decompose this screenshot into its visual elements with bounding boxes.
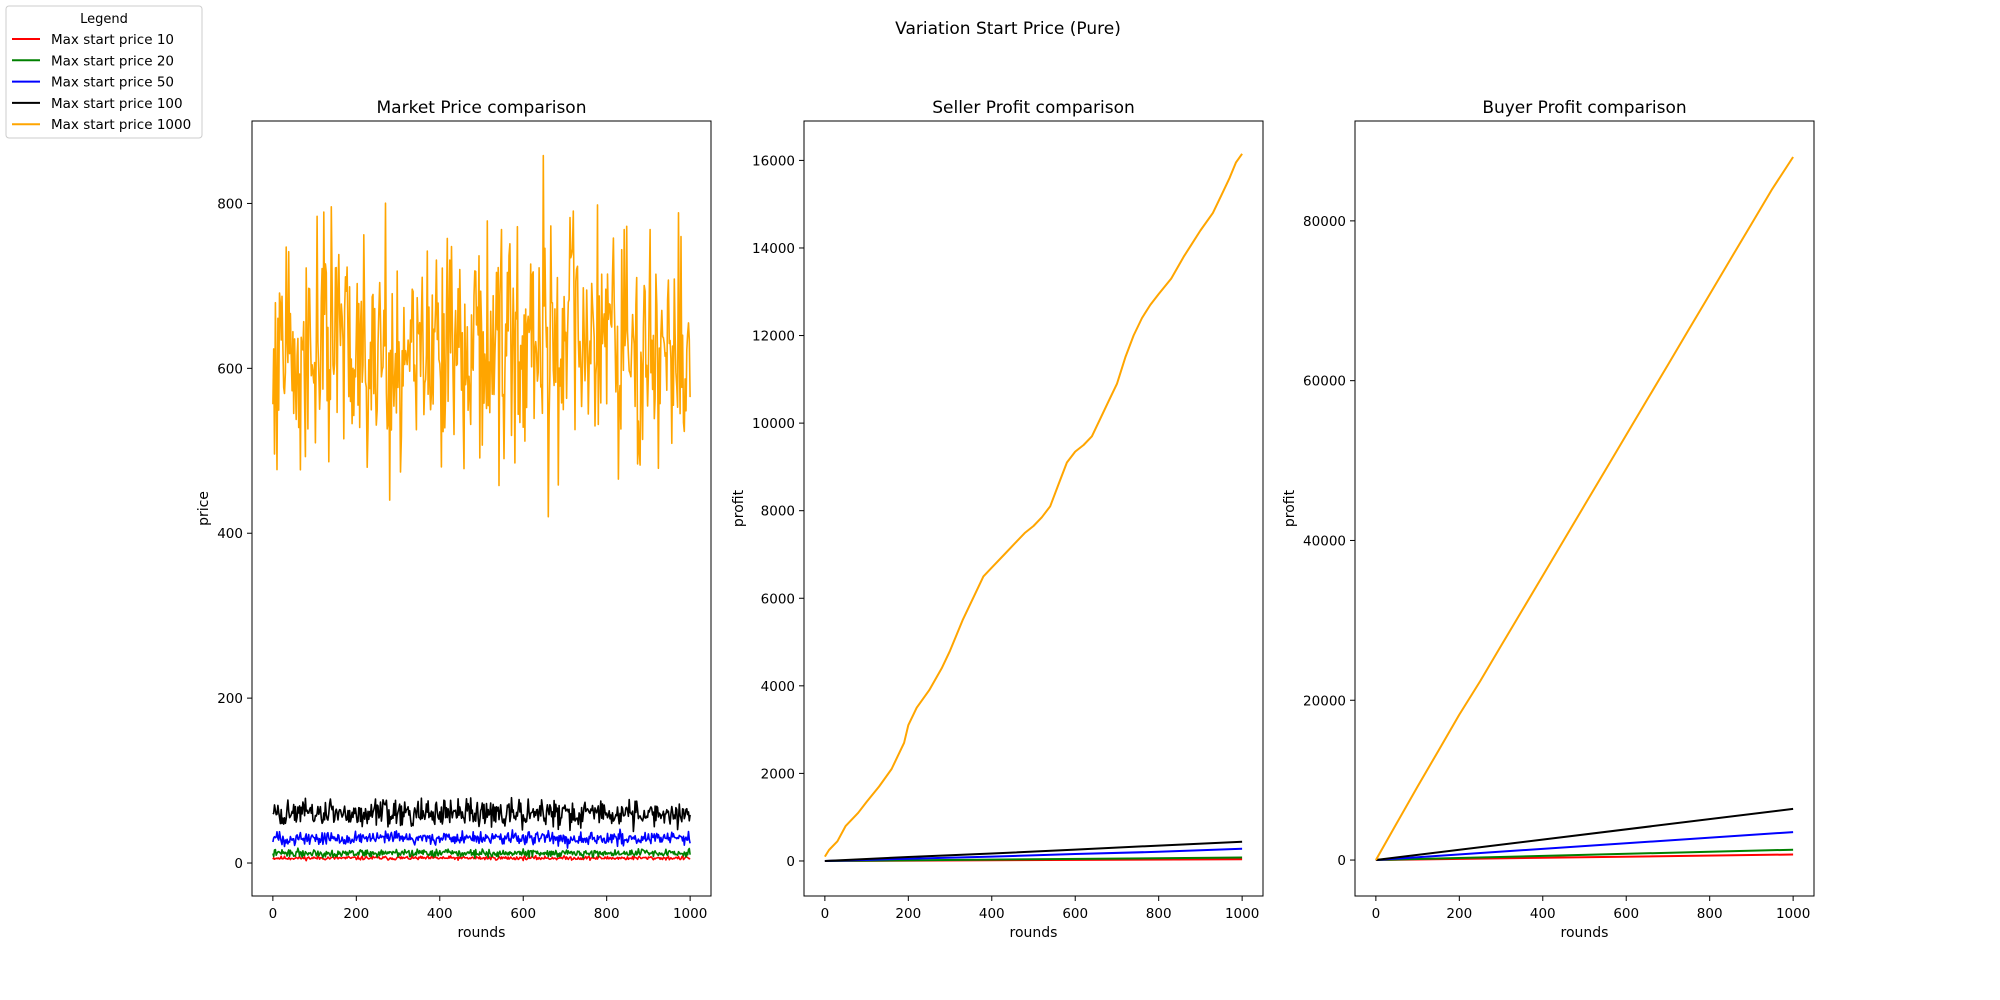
series-line-max-start-price-50	[824, 847, 1243, 862]
x-tick-label: 600	[510, 906, 536, 922]
y-tick-label: 0	[234, 856, 243, 872]
plot-frame	[1354, 120, 1815, 897]
series-group	[272, 154, 691, 862]
x-tick-label: 400	[1530, 906, 1556, 922]
x-tick-label: 1000	[1225, 906, 1259, 922]
plot-frame	[251, 120, 712, 897]
y-axis-label: profit	[1282, 489, 1298, 527]
series-line-max-start-price-50	[272, 828, 691, 849]
y-tick-label: 40000	[1303, 533, 1346, 549]
x-tick-label: 1000	[673, 906, 707, 922]
y-tick-label: 20000	[1303, 693, 1346, 709]
legend-item-max-start-price-100: Max start price 100	[12, 96, 183, 112]
legend-label: Max start price 50	[51, 75, 174, 91]
y-axis-label: price	[196, 491, 212, 526]
plot-frame	[803, 120, 1264, 897]
y-tick-label: 12000	[752, 329, 795, 345]
y-tick-label: 2000	[761, 766, 795, 782]
x-tick-label: 0	[1372, 906, 1381, 922]
y-tick-label: 80000	[1303, 214, 1346, 230]
x-tick-label: 400	[427, 906, 453, 922]
y-tick-label: 16000	[752, 153, 795, 169]
x-tick-label: 800	[1146, 906, 1172, 922]
y-tick-label: 800	[217, 196, 243, 212]
x-axis-label: rounds	[1010, 925, 1058, 941]
y-tick-label: 60000	[1303, 374, 1346, 390]
legend-label: Max start price 20	[51, 53, 174, 69]
y-tick-label: 4000	[761, 679, 795, 695]
series-group	[824, 153, 1243, 862]
y-tick-label: 14000	[752, 241, 795, 257]
y-axis-label: profit	[731, 489, 747, 527]
chart-title: Buyer Profit comparison	[1482, 98, 1686, 118]
buyer-profit-chart: Buyer Profit comparison 0 200 400 600 800 1000…	[1282, 98, 1815, 941]
series-line-max-start-price-100	[824, 840, 1243, 862]
y-tick-label: 8000	[761, 504, 795, 520]
x-tick-label: 800	[594, 906, 620, 922]
series-line-max-start-price-10	[272, 854, 691, 862]
x-axis-label: rounds	[458, 925, 506, 941]
legend-label: Max start price 100	[51, 96, 183, 112]
legend-label: Max start price 10	[51, 32, 174, 48]
chart-title: Market Price comparison	[377, 98, 587, 118]
x-tick-label: 0	[269, 906, 278, 922]
series-line-max-start-price-1000	[824, 153, 1243, 858]
seller-profit-chart: Seller Profit comparison 0 200 400 600 800 100…	[731, 98, 1264, 941]
x-tick-label: 400	[979, 906, 1005, 922]
legend: Legend Max start price 10 Max start price…	[5, 5, 203, 139]
x-tick-label: 600	[1062, 906, 1088, 922]
market-price-chart: Market Price comparison 0 200 400 600 800 1000…	[196, 98, 712, 941]
figure-title: Variation Start Price (Pure)	[895, 19, 1121, 39]
series-line-max-start-price-100	[272, 796, 691, 833]
series-line-max-start-price-1000	[1375, 156, 1794, 861]
legend-item-max-start-price-20: Max start price 20	[12, 53, 174, 69]
series-line-max-start-price-1000	[272, 154, 691, 518]
y-tick-label: 200	[217, 691, 243, 707]
series-line-max-start-price-50	[1375, 831, 1794, 861]
y-tick-label: 6000	[761, 591, 795, 607]
series-line-max-start-price-20	[272, 847, 691, 859]
chart-title: Seller Profit comparison	[932, 98, 1135, 118]
x-tick-label: 200	[895, 906, 921, 922]
x-tick-label: 200	[1446, 906, 1472, 922]
x-tick-label: 1000	[1776, 906, 1810, 922]
series-line-max-start-price-100	[1375, 807, 1794, 861]
legend-item-max-start-price-50: Max start price 50	[12, 75, 174, 91]
x-axis-label: rounds	[1561, 925, 1609, 941]
y-tick-label: 400	[217, 526, 243, 542]
x-tick-label: 600	[1613, 906, 1639, 922]
x-tick-label: 800	[1697, 906, 1723, 922]
x-tick-label: 0	[821, 906, 830, 922]
legend-item-max-start-price-10: Max start price 10	[12, 32, 174, 48]
x-tick-label: 200	[343, 906, 369, 922]
y-tick-label: 0	[1337, 853, 1346, 869]
series-line-max-start-price-20	[824, 856, 1243, 862]
y-tick-label: 0	[786, 854, 795, 870]
series-group	[1375, 156, 1794, 861]
legend-title: Legend	[80, 12, 128, 27]
legend-label: Max start price 1000	[51, 117, 191, 133]
legend-item-max-start-price-1000: Max start price 1000	[12, 117, 191, 133]
series-line-max-start-price-20	[1375, 848, 1794, 861]
y-tick-label: 10000	[752, 416, 795, 432]
legend-frame	[5, 5, 203, 139]
y-tick-label: 600	[217, 361, 243, 377]
